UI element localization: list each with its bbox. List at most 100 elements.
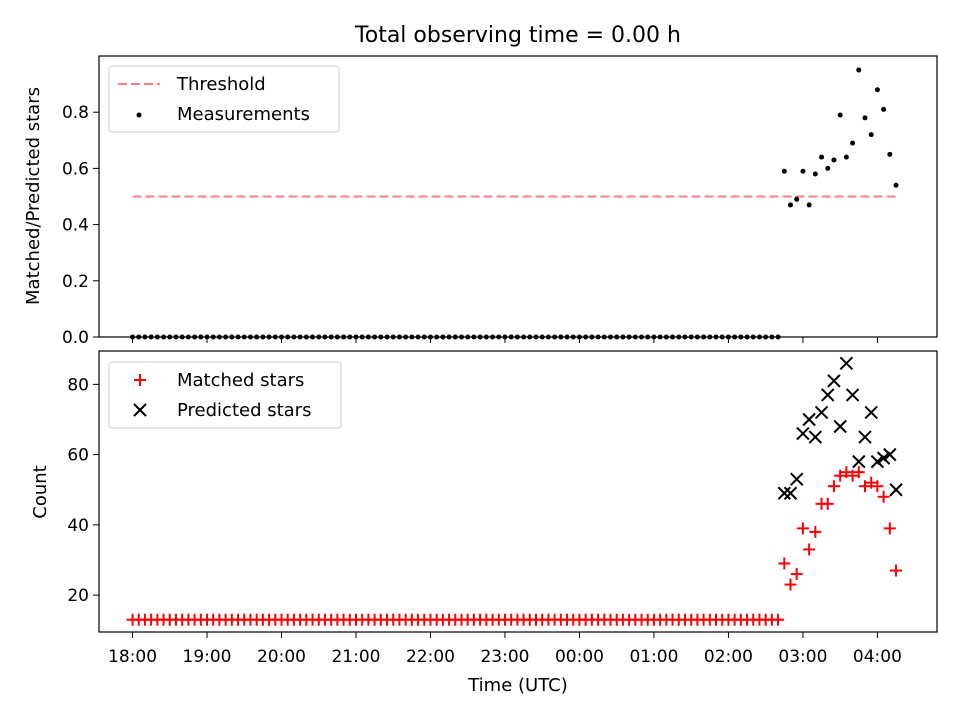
matched-stars-point — [809, 525, 822, 538]
predicted-stars-point — [889, 483, 903, 497]
ratio-y-tick-label: 0.2 — [62, 272, 89, 292]
time-x-tick-label: 22:00 — [406, 647, 455, 667]
matched-stars-point — [846, 469, 859, 482]
legend-measurements-label: Measurements — [177, 104, 310, 125]
predicted-stars-point — [876, 451, 891, 465]
measurement-point — [887, 151, 893, 157]
count-y-axis-label: Count — [30, 465, 51, 518]
measurement-point — [800, 168, 806, 174]
predicted-stars-point — [796, 426, 810, 441]
x-axis-label: Time (UTC) — [467, 675, 568, 696]
matched-stars-point — [858, 480, 871, 493]
measurement-point — [893, 182, 899, 188]
matched-stars-point — [840, 466, 853, 479]
predicted-stars-point — [864, 405, 878, 420]
measurement-point — [794, 196, 800, 202]
time-x-tick-label: 00:00 — [555, 647, 604, 667]
measurement-point — [881, 106, 887, 112]
matched-stars-point — [778, 557, 791, 570]
matched-stars-point — [784, 578, 797, 591]
legend-predicted-label: Predicted stars — [177, 400, 311, 421]
count-points-group — [126, 356, 903, 626]
predicted-stars-point — [814, 405, 829, 420]
matched-stars-point — [821, 497, 834, 510]
measurement-point — [850, 140, 856, 146]
ratio-x-ticks — [132, 337, 878, 343]
ratio-legend-box — [108, 65, 340, 133]
time-x-tick-label: 19:00 — [183, 647, 232, 667]
ratio-legend: Threshold Measurements — [108, 65, 340, 133]
measurement-point — [868, 132, 874, 138]
count-y-axis: 20 40 60 80 — [67, 375, 99, 606]
predicted-stars-point — [833, 419, 847, 434]
measurement-point — [812, 171, 818, 177]
measurement-point — [843, 154, 849, 160]
measurement-point — [874, 87, 880, 93]
measurement-point — [862, 115, 868, 121]
measurement-point — [856, 67, 862, 73]
count-y-tick-label: 80 — [67, 375, 89, 395]
matched-stars-point — [865, 476, 878, 489]
predicted-stars-point — [808, 430, 823, 444]
matched-stars-point — [827, 480, 840, 493]
predicted-stars-point — [802, 412, 816, 427]
figure-title: Total observing time = 0.00 h — [354, 23, 681, 48]
time-x-tick-label: 03:00 — [778, 647, 827, 667]
ratio-y-axis-label: Matched/Predicted stars — [23, 87, 44, 305]
measurement-point — [788, 202, 794, 208]
time-x-tick-label: 04:00 — [853, 647, 902, 667]
predicted-stars-point — [870, 454, 885, 469]
count-panel: 20 40 60 80 18:00 19:00 20:00 21:00 22:00 23:00 0… — [30, 350, 938, 696]
predicted-stars-point — [883, 447, 897, 462]
predicted-stars-point — [845, 388, 860, 402]
count-y-tick-label: 40 — [67, 516, 89, 536]
legend-matched-label: Matched stars — [177, 370, 304, 391]
matched-stars-point — [796, 522, 809, 535]
ratio-panel: 0.00.20.40.60.8 Matched/Predicted stars … — [23, 55, 938, 348]
ratio-y-axis: 0.0 0.2 0.4 0.6 0.8 — [62, 103, 99, 348]
count-legend-box — [108, 361, 342, 429]
matched-stars-point — [883, 522, 896, 535]
predicted-stars-point — [777, 486, 792, 500]
count-y-tick-label: 60 — [67, 446, 89, 466]
matched-stars-point — [772, 613, 785, 626]
predicted-stars-point — [858, 430, 872, 444]
count-legend: Matched stars Predicted stars — [108, 361, 342, 429]
time-x-tick-label: 02:00 — [704, 647, 753, 667]
matched-stars-point — [877, 490, 890, 503]
matched-stars-point — [790, 568, 803, 581]
measurement-point — [831, 157, 837, 163]
ratio-y-tick-label: 0.6 — [62, 159, 89, 179]
measurement-point — [781, 168, 787, 174]
time-x-tick-label: 18:00 — [108, 647, 157, 667]
legend-matched-swatch — [134, 374, 146, 386]
time-x-tick-label: 01:00 — [629, 647, 678, 667]
matched-stars-point — [871, 480, 884, 493]
count-y-tick-label: 20 — [67, 586, 89, 606]
legend-measurements-swatch — [136, 112, 142, 118]
legend-predicted-swatch — [133, 403, 147, 417]
ratio-plot-frame — [98, 55, 938, 338]
measurement-point — [819, 154, 825, 160]
predicted-stars-point — [790, 472, 804, 486]
time-x-tick-label: 21:00 — [331, 647, 380, 667]
ratio-y-tick-label: 0.4 — [62, 216, 89, 236]
matched-stars-point — [890, 564, 903, 577]
count-plot-frame — [98, 350, 938, 633]
ratio-y-tick-label: 0.0 — [62, 328, 89, 348]
legend-threshold-label: Threshold — [176, 74, 266, 95]
measurement-point — [825, 165, 831, 171]
predicted-stars-point — [783, 486, 798, 500]
matched-stars-point — [803, 543, 816, 556]
measurement-point — [806, 202, 812, 208]
matched-stars-point — [852, 466, 865, 479]
predicted-stars-point — [852, 454, 866, 469]
time-x-tick-label: 20:00 — [257, 647, 306, 667]
predicted-stars-point — [827, 374, 841, 388]
time-x-axis: 18:00 19:00 20:00 21:00 22:00 23:00 00:00 01:00… — [108, 632, 902, 667]
ratio-y-tick-label: 0.8 — [62, 103, 89, 123]
measurement-point — [837, 112, 843, 118]
predicted-stars-point — [821, 388, 835, 402]
time-x-tick-label: 23:00 — [480, 647, 529, 667]
